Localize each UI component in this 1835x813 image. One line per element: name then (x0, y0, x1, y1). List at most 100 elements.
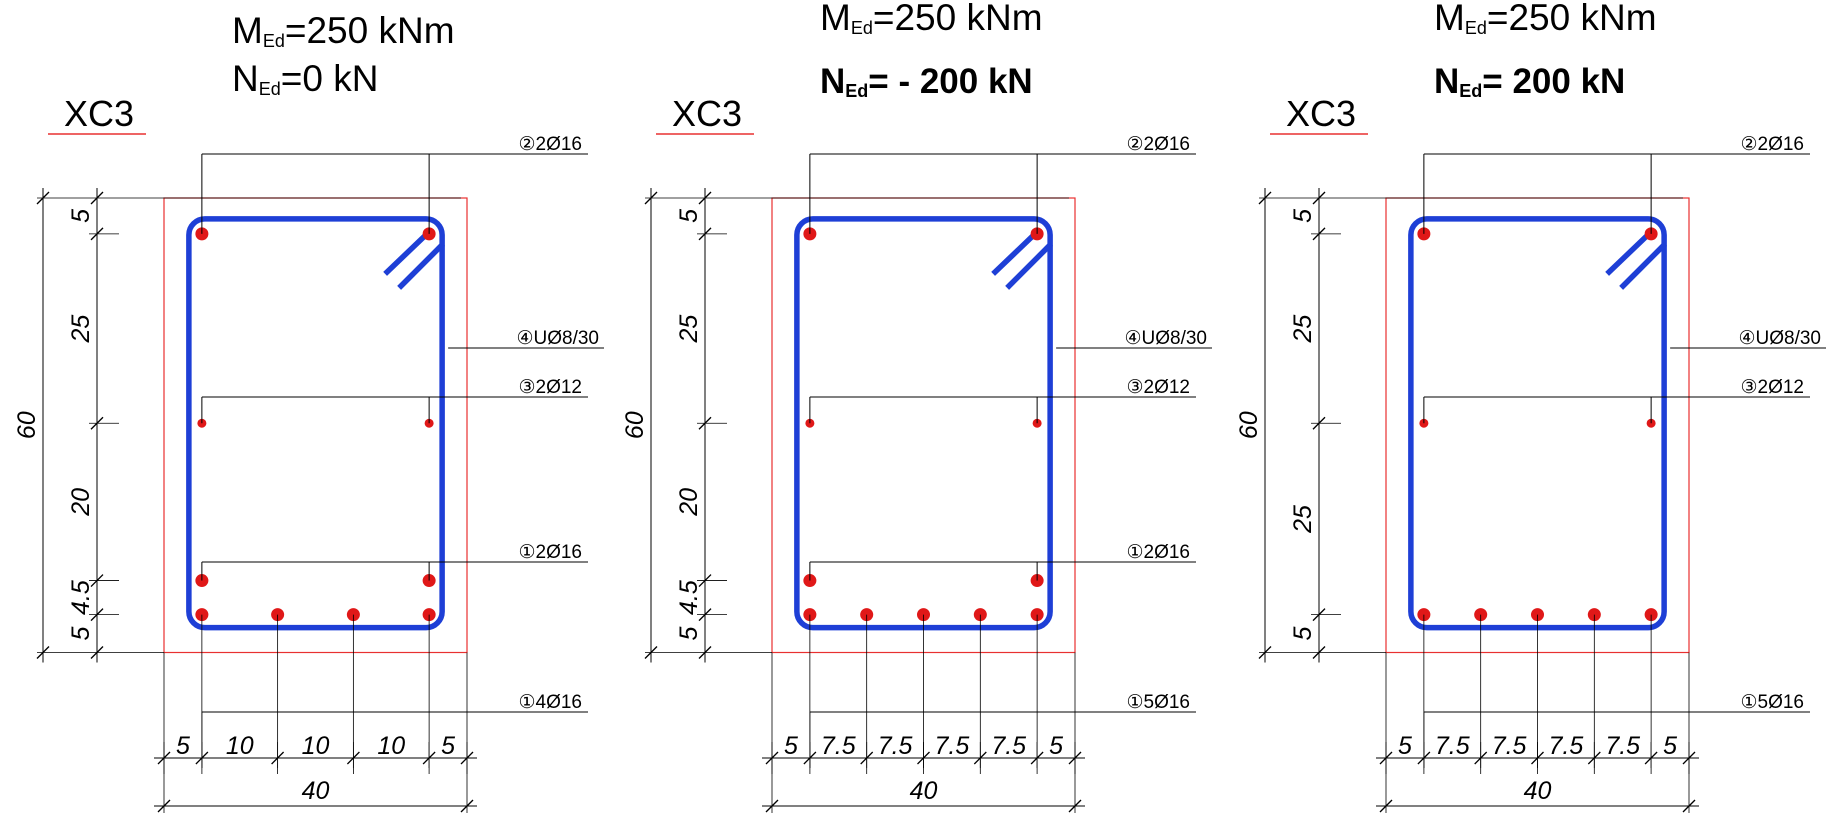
dimension-tick (1682, 799, 1696, 813)
exposure-class: XC3 (1286, 93, 1356, 134)
stirrup-label: ④UØ8/30 (1738, 328, 1821, 349)
horizontal-dimension: 5 (1663, 732, 1677, 760)
bottom-bars-label: ①5Ø16 (1740, 692, 1804, 713)
stirrup (186, 216, 445, 631)
top-bars-label: ②2Ø16 (518, 134, 582, 155)
dimension-tick (698, 191, 712, 205)
vertical-dimension: 4.5 (675, 580, 703, 615)
horizontal-dimension: 5 (441, 732, 455, 760)
moment-value: =250 kNm (873, 0, 1043, 38)
horizontal-dimension: 10 (377, 732, 405, 760)
total-width-dimension: 40 (1524, 777, 1552, 805)
top-bars-label: ②2Ø16 (1126, 134, 1190, 155)
moment-value: =250 kNm (285, 10, 455, 51)
horizontal-dimension: 5 (176, 732, 190, 760)
vertical-dimension: 25 (67, 315, 95, 344)
moment-symbol: M (820, 0, 851, 38)
vertical-dimension: 25 (675, 315, 703, 344)
dimension-tick (90, 646, 104, 659)
horizontal-dimension: 7.5 (821, 732, 856, 760)
vertical-dimension: 20 (67, 488, 95, 517)
top-bars-label: ②2Ø16 (1740, 134, 1804, 155)
stirrup-hook (1619, 241, 1668, 290)
moment-symbol: M (1434, 0, 1465, 38)
dimension-tick (36, 191, 50, 205)
vertical-dimension: 5 (1289, 209, 1317, 223)
moment-symbol: M (232, 10, 263, 51)
total-width-dimension: 40 (910, 777, 938, 805)
axial-symbol: N (232, 58, 259, 99)
horizontal-dimension: 5 (1398, 732, 1412, 760)
dimension-tick (90, 191, 104, 205)
vertical-dimension: 5 (675, 627, 703, 641)
dimension-tick (644, 191, 658, 205)
total-height-dimension: 60 (621, 411, 649, 439)
vertical-dimension: 4.5 (67, 580, 95, 615)
dimension-tick (1312, 191, 1326, 205)
dimension-tick (1068, 799, 1082, 813)
axial-force-label: NEd= 200 kN (1434, 62, 1625, 101)
moment-subscript: Ed (1465, 18, 1487, 38)
moment-subscript: Ed (263, 31, 285, 51)
axial-value: = 200 kN (1482, 62, 1625, 101)
moment-label: MEd=250 kNm (820, 0, 1043, 38)
horizontal-dimension: 7.5 (1435, 732, 1470, 760)
dimension-tick (460, 799, 474, 813)
vertical-dimension: 20 (675, 488, 703, 517)
bottom-bars-label: ①5Ø16 (1126, 692, 1190, 713)
mid-bars-label: ③2Ø12 (1126, 377, 1190, 398)
axial-value: = - 200 kN (868, 62, 1032, 101)
dimension-tick (1312, 646, 1326, 659)
axial-value: =0 kN (281, 58, 379, 99)
vertical-dimension: 5 (1289, 627, 1317, 641)
moment-label: MEd=250 kNm (232, 10, 455, 51)
stirrup-label: ④UØ8/30 (1124, 328, 1207, 349)
vertical-dimension: 5 (67, 209, 95, 223)
mid-bars-label: ③2Ø12 (518, 377, 582, 398)
exposure-class: XC3 (64, 93, 134, 134)
horizontal-dimension: 7.5 (878, 732, 913, 760)
horizontal-dimension: 10 (226, 732, 254, 760)
vertical-dimension: 25 (1289, 505, 1317, 534)
horizontal-dimension: 5 (784, 732, 798, 760)
lower-bars-label: ①2Ø16 (1126, 542, 1190, 563)
lower-bars-label: ①2Ø16 (518, 542, 582, 563)
moment-subscript: Ed (851, 18, 873, 38)
stirrup-hook (1005, 241, 1054, 290)
horizontal-dimension: 10 (302, 732, 330, 760)
vertical-dimension: 5 (67, 627, 95, 641)
stirrup-hook (397, 241, 446, 290)
dimension-tick (1258, 191, 1272, 205)
axial-subscript: Ed (845, 81, 868, 101)
stirrup-label: ④UØ8/30 (516, 328, 599, 349)
dimension-tick (1258, 646, 1272, 659)
axial-force-label: NEd= - 200 kN (820, 62, 1033, 101)
mid-bars-label: ③2Ø12 (1740, 377, 1804, 398)
horizontal-dimension: 7.5 (1605, 732, 1640, 760)
axial-subscript: Ed (1459, 81, 1482, 101)
total-height-dimension: 60 (1235, 411, 1263, 439)
axial-symbol: N (1434, 62, 1459, 101)
dimension-tick (157, 799, 171, 813)
horizontal-dimension: 5 (1049, 732, 1063, 760)
dimension-tick (644, 646, 658, 659)
axial-subscript: Ed (259, 79, 281, 99)
stirrup-hook (1605, 227, 1656, 276)
stirrup-hook (991, 227, 1042, 276)
dimension-tick (36, 646, 50, 659)
moment-label: MEd=250 kNm (1434, 0, 1657, 38)
total-height-dimension: 60 (13, 411, 41, 439)
dimension-tick (698, 646, 712, 659)
axial-force-label: NEd=0 kN (232, 58, 378, 99)
dimension-tick (1379, 799, 1393, 813)
total-width-dimension: 40 (302, 777, 330, 805)
bottom-bars-label: ①4Ø16 (518, 692, 582, 713)
moment-value: =250 kNm (1487, 0, 1657, 38)
stirrup-hook (383, 227, 434, 276)
dimension-tick (765, 799, 779, 813)
horizontal-dimension: 7.5 (991, 732, 1026, 760)
vertical-dimension: 25 (1289, 315, 1317, 344)
